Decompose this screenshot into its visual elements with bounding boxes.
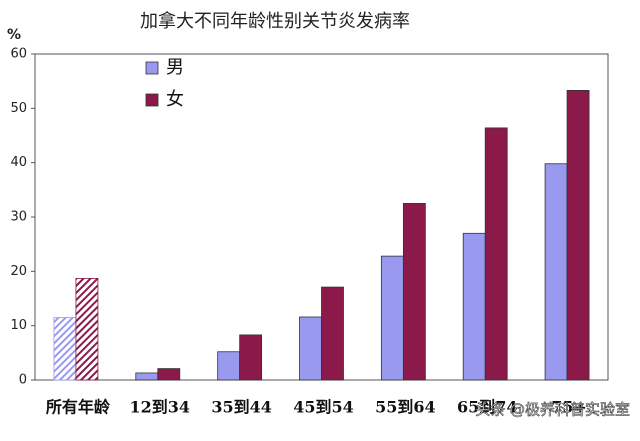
y-tick-label: 40: [10, 155, 27, 170]
bar: [462, 232, 486, 381]
x-tick-label: 35到44: [211, 398, 272, 417]
x-tick-label: 75+: [551, 398, 587, 417]
bar: [53, 317, 77, 381]
y-tick-label: 10: [10, 318, 27, 333]
bar: [380, 255, 404, 381]
watermark: 头条 @极养科普实验室: [475, 401, 630, 419]
bar: [157, 368, 181, 381]
bar: [135, 372, 159, 381]
bar: [566, 90, 590, 381]
bar: [484, 127, 508, 381]
bar: [544, 163, 568, 381]
y-tick-label: 60: [10, 47, 27, 62]
x-tick-label: 55到64: [375, 398, 436, 417]
y-tick-label: 50: [10, 101, 27, 116]
bar: [299, 316, 322, 381]
x-tick-label: 12到34: [130, 398, 191, 417]
x-tick-label: 65到74: [457, 398, 518, 417]
legend-swatch: [145, 93, 159, 107]
bar: [239, 334, 263, 381]
legend-label: 女: [166, 89, 184, 110]
y-tick-label: 30: [10, 210, 27, 225]
y-axis-label: %: [7, 27, 21, 43]
x-tick-label: 所有年龄: [46, 398, 111, 417]
y-tick-label: 0: [19, 373, 27, 388]
bar: [217, 351, 241, 381]
legend-label: 男: [166, 57, 184, 78]
bar: [402, 203, 426, 381]
bar: [321, 286, 344, 381]
bar: [75, 277, 99, 381]
y-tick-label: 20: [10, 264, 27, 279]
chart-title: 加拿大不同年龄性别关节炎发病率: [140, 10, 410, 32]
legend-swatch: [145, 61, 159, 75]
x-tick-label: 45到54: [293, 398, 354, 417]
